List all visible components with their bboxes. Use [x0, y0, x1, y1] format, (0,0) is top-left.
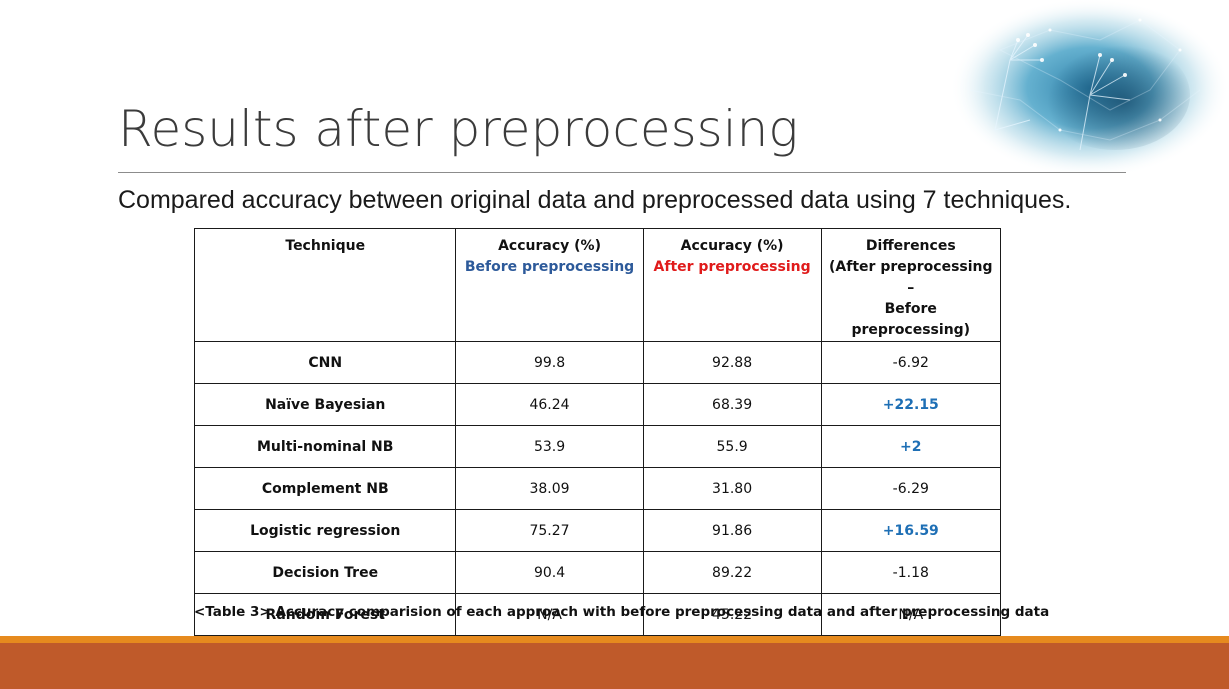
difference-cell: N/A [820, 593, 1002, 636]
accuracy-before-cell: 38.09 [455, 467, 644, 510]
technique-cell: Naïve Bayesian [193, 383, 457, 426]
header-differences: Differences (After preprocessing – Befor… [820, 228, 1002, 342]
difference-cell: +16.59 [820, 509, 1002, 552]
header-technique: Technique [193, 228, 457, 342]
table-row: CNN 99.8 92.88 -6.92 [193, 341, 1002, 384]
header-accuracy-before-line1: Accuracy (%) [498, 238, 601, 254]
accuracy-after-cell: 92.88 [642, 341, 822, 384]
footer-bar [0, 643, 1229, 689]
accuracy-before-cell: 90.4 [455, 551, 644, 594]
table-caption: <Table 3> Accuracy comparision of each a… [194, 604, 1050, 620]
difference-cell: +2 [820, 425, 1002, 468]
header-technique-label: Technique [285, 238, 366, 254]
difference-cell: -6.92 [820, 341, 1002, 384]
accuracy-after-cell: 31.80 [642, 467, 822, 510]
difference-cell: -1.18 [820, 551, 1002, 594]
difference-cell: -6.29 [820, 467, 1002, 510]
accuracy-before-cell: 99.8 [455, 341, 644, 384]
header-accuracy-after-line2: After preprocessing [653, 259, 811, 275]
table-row: Naïve Bayesian 46.24 68.39 +22.15 [193, 383, 1002, 426]
accuracy-after-cell: 45.22 [642, 593, 822, 636]
difference-cell: +22.15 [820, 383, 1002, 426]
slide-subtitle: Compared accuracy between original data … [118, 186, 1072, 214]
accuracy-before-cell: 75.27 [455, 509, 644, 552]
accuracy-before-cell: N/A [455, 593, 644, 636]
header-differences-line3: Before preprocessing) [851, 301, 971, 338]
table-header-row: Technique Accuracy (%) Before preprocess… [193, 228, 1002, 342]
header-accuracy-after-line1: Accuracy (%) [680, 238, 784, 254]
header-accuracy-before-line2: Before preprocessing [464, 259, 635, 275]
accuracy-before-cell: 46.24 [455, 383, 644, 426]
accuracy-after-cell: 68.39 [642, 383, 822, 426]
technique-cell: Decision Tree [193, 551, 457, 594]
table-row: Multi-nominal NB 53.9 55.9 +2 [193, 425, 1002, 468]
table-row: Logistic regression 75.27 91.86 +16.59 [193, 509, 1002, 552]
technique-cell: Multi-nominal NB [193, 425, 457, 468]
accuracy-after-cell: 55.9 [642, 425, 822, 468]
header-differences-line2: (After preprocessing – [829, 259, 993, 296]
footer-accent-bar [0, 636, 1229, 643]
technique-cell: CNN [193, 341, 457, 384]
accuracy-before-cell: 53.9 [455, 425, 644, 468]
technique-cell: Random Forest [193, 593, 457, 636]
accuracy-after-cell: 91.86 [642, 509, 822, 552]
hands-network-image [950, 0, 1229, 175]
accuracy-after-cell: 89.22 [642, 551, 822, 594]
table-row: Random Forest N/A 45.22 N/A [193, 593, 1002, 636]
title-divider [118, 172, 1126, 173]
table-row: Complement NB 38.09 31.80 -6.29 [193, 467, 1002, 510]
table-row: Decision Tree 90.4 89.22 -1.18 [193, 551, 1002, 594]
technique-cell: Logistic regression [193, 509, 457, 552]
technique-cell: Complement NB [193, 467, 457, 510]
header-accuracy-before: Accuracy (%) Before preprocessing [455, 228, 644, 342]
header-differences-line1: Differences [865, 238, 956, 254]
slide-title: Results after preprocessing [118, 100, 799, 158]
header-accuracy-after: Accuracy (%) After preprocessing [642, 228, 822, 342]
results-table: Technique Accuracy (%) Before preprocess… [193, 228, 1002, 636]
